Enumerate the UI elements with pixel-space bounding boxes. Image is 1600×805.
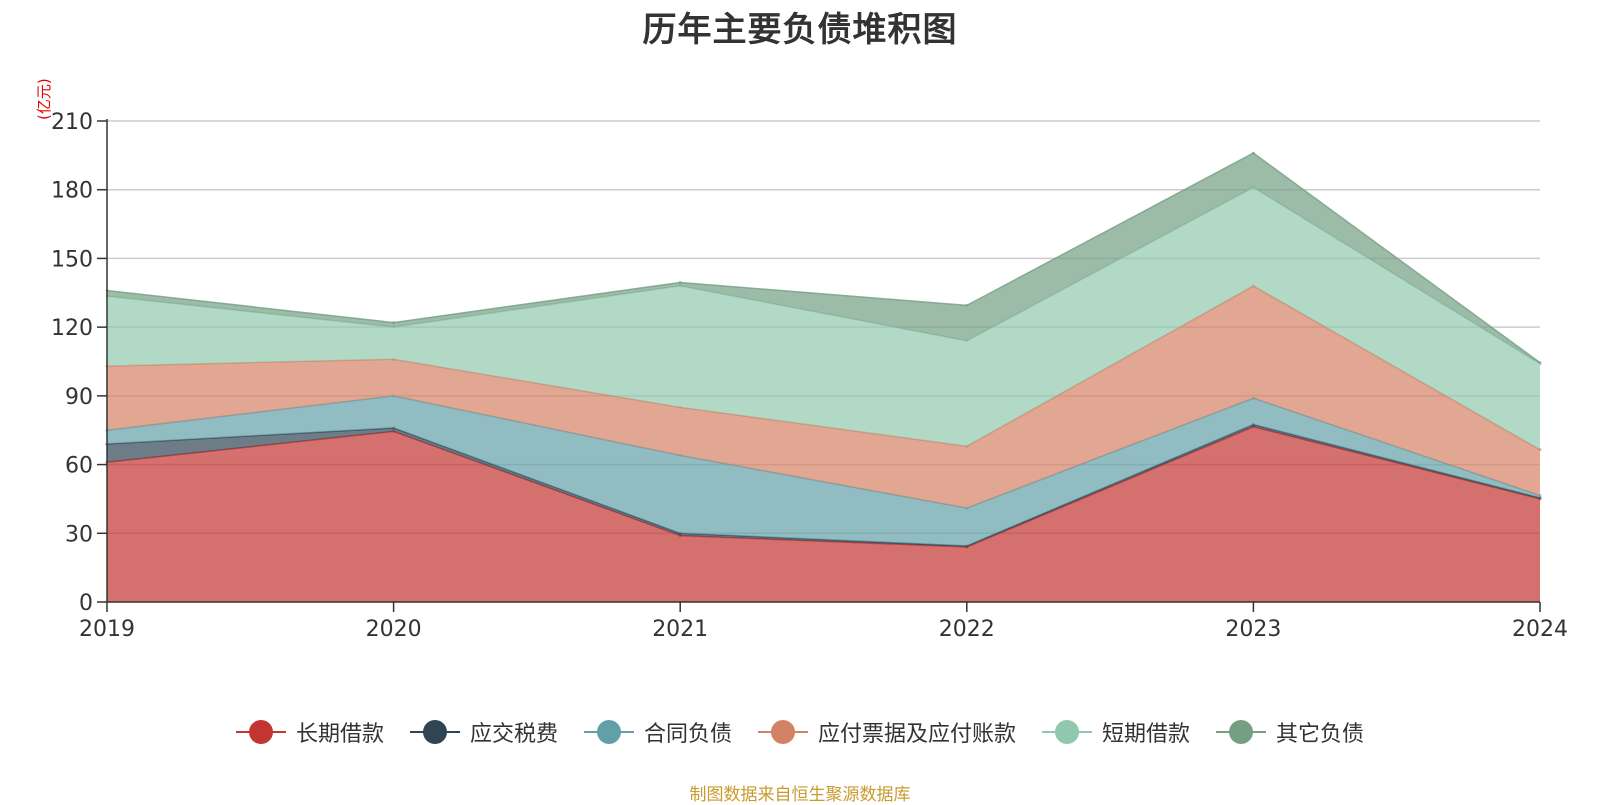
line-series-0 xyxy=(106,425,1541,548)
legend-label: 合同负债 xyxy=(643,722,732,747)
y-tick-label: 150 xyxy=(51,247,93,272)
data-point-5-2 xyxy=(678,280,682,284)
x-tick-label: 2023 xyxy=(1225,617,1281,642)
data-point-5-3 xyxy=(965,303,969,307)
data-point-5-1 xyxy=(392,321,396,325)
y-tick-label: 60 xyxy=(65,454,93,479)
line-series-5 xyxy=(106,152,1541,364)
legend-label: 短期借款 xyxy=(1102,722,1191,747)
x-tick-label: 2019 xyxy=(79,617,135,642)
chart-title: 历年主要负债堆积图 xyxy=(642,10,958,50)
area-series-2 xyxy=(107,395,1540,546)
legend-item-2[interactable]: 合同负债 xyxy=(583,716,732,748)
legend-marker-icon xyxy=(1042,720,1093,744)
y-tick-label: 90 xyxy=(65,385,93,410)
legend-item-3[interactable]: 应付票据及应付账款 xyxy=(758,716,1016,748)
legend-label: 其它负债 xyxy=(1276,722,1365,747)
legend-item-5[interactable]: 其它负债 xyxy=(1216,716,1364,748)
x-tick-label: 2022 xyxy=(939,617,995,642)
data-point-5-5 xyxy=(1538,361,1542,365)
y-tick-label: 180 xyxy=(51,179,93,204)
data-source-note: 制图数据来自恒生聚源数据库 xyxy=(689,785,911,805)
legend-item-0[interactable]: 长期借款 xyxy=(235,716,384,748)
area-series-5 xyxy=(107,153,1540,364)
y-tick-label: 210 xyxy=(51,110,93,135)
legend-item-1[interactable]: 应交税费 xyxy=(409,716,558,748)
legend-marker-icon xyxy=(583,720,634,744)
area-series-4 xyxy=(107,187,1540,450)
area-series-0 xyxy=(107,426,1540,602)
x-tick-label: 2021 xyxy=(652,617,708,642)
legend-item-4[interactable]: 短期借款 xyxy=(1042,716,1190,748)
y-tick-label: 30 xyxy=(65,522,93,547)
x-tick-label: 2020 xyxy=(366,617,422,642)
legend-marker-icon xyxy=(1216,720,1267,744)
legend-label: 应交税费 xyxy=(469,722,558,747)
y-tick-label: 0 xyxy=(79,591,93,616)
area-series-3 xyxy=(107,285,1540,509)
chart-legend: 长期借款 应交税费 合同负债 应付票据及应付账款 短期借款 其它负债 xyxy=(0,716,1600,748)
legend-marker-icon xyxy=(235,720,286,744)
y-tick-label: 120 xyxy=(51,316,93,341)
legend-label: 应付票据及应付账款 xyxy=(818,722,1017,747)
x-tick-label: 2024 xyxy=(1512,617,1568,642)
data-point-5-4 xyxy=(1251,151,1255,155)
y-axis-unit-label: (亿元) xyxy=(35,78,53,120)
legend-marker-icon xyxy=(758,720,808,744)
legend-label: 长期借款 xyxy=(295,722,384,747)
legend-marker-icon xyxy=(409,720,460,744)
